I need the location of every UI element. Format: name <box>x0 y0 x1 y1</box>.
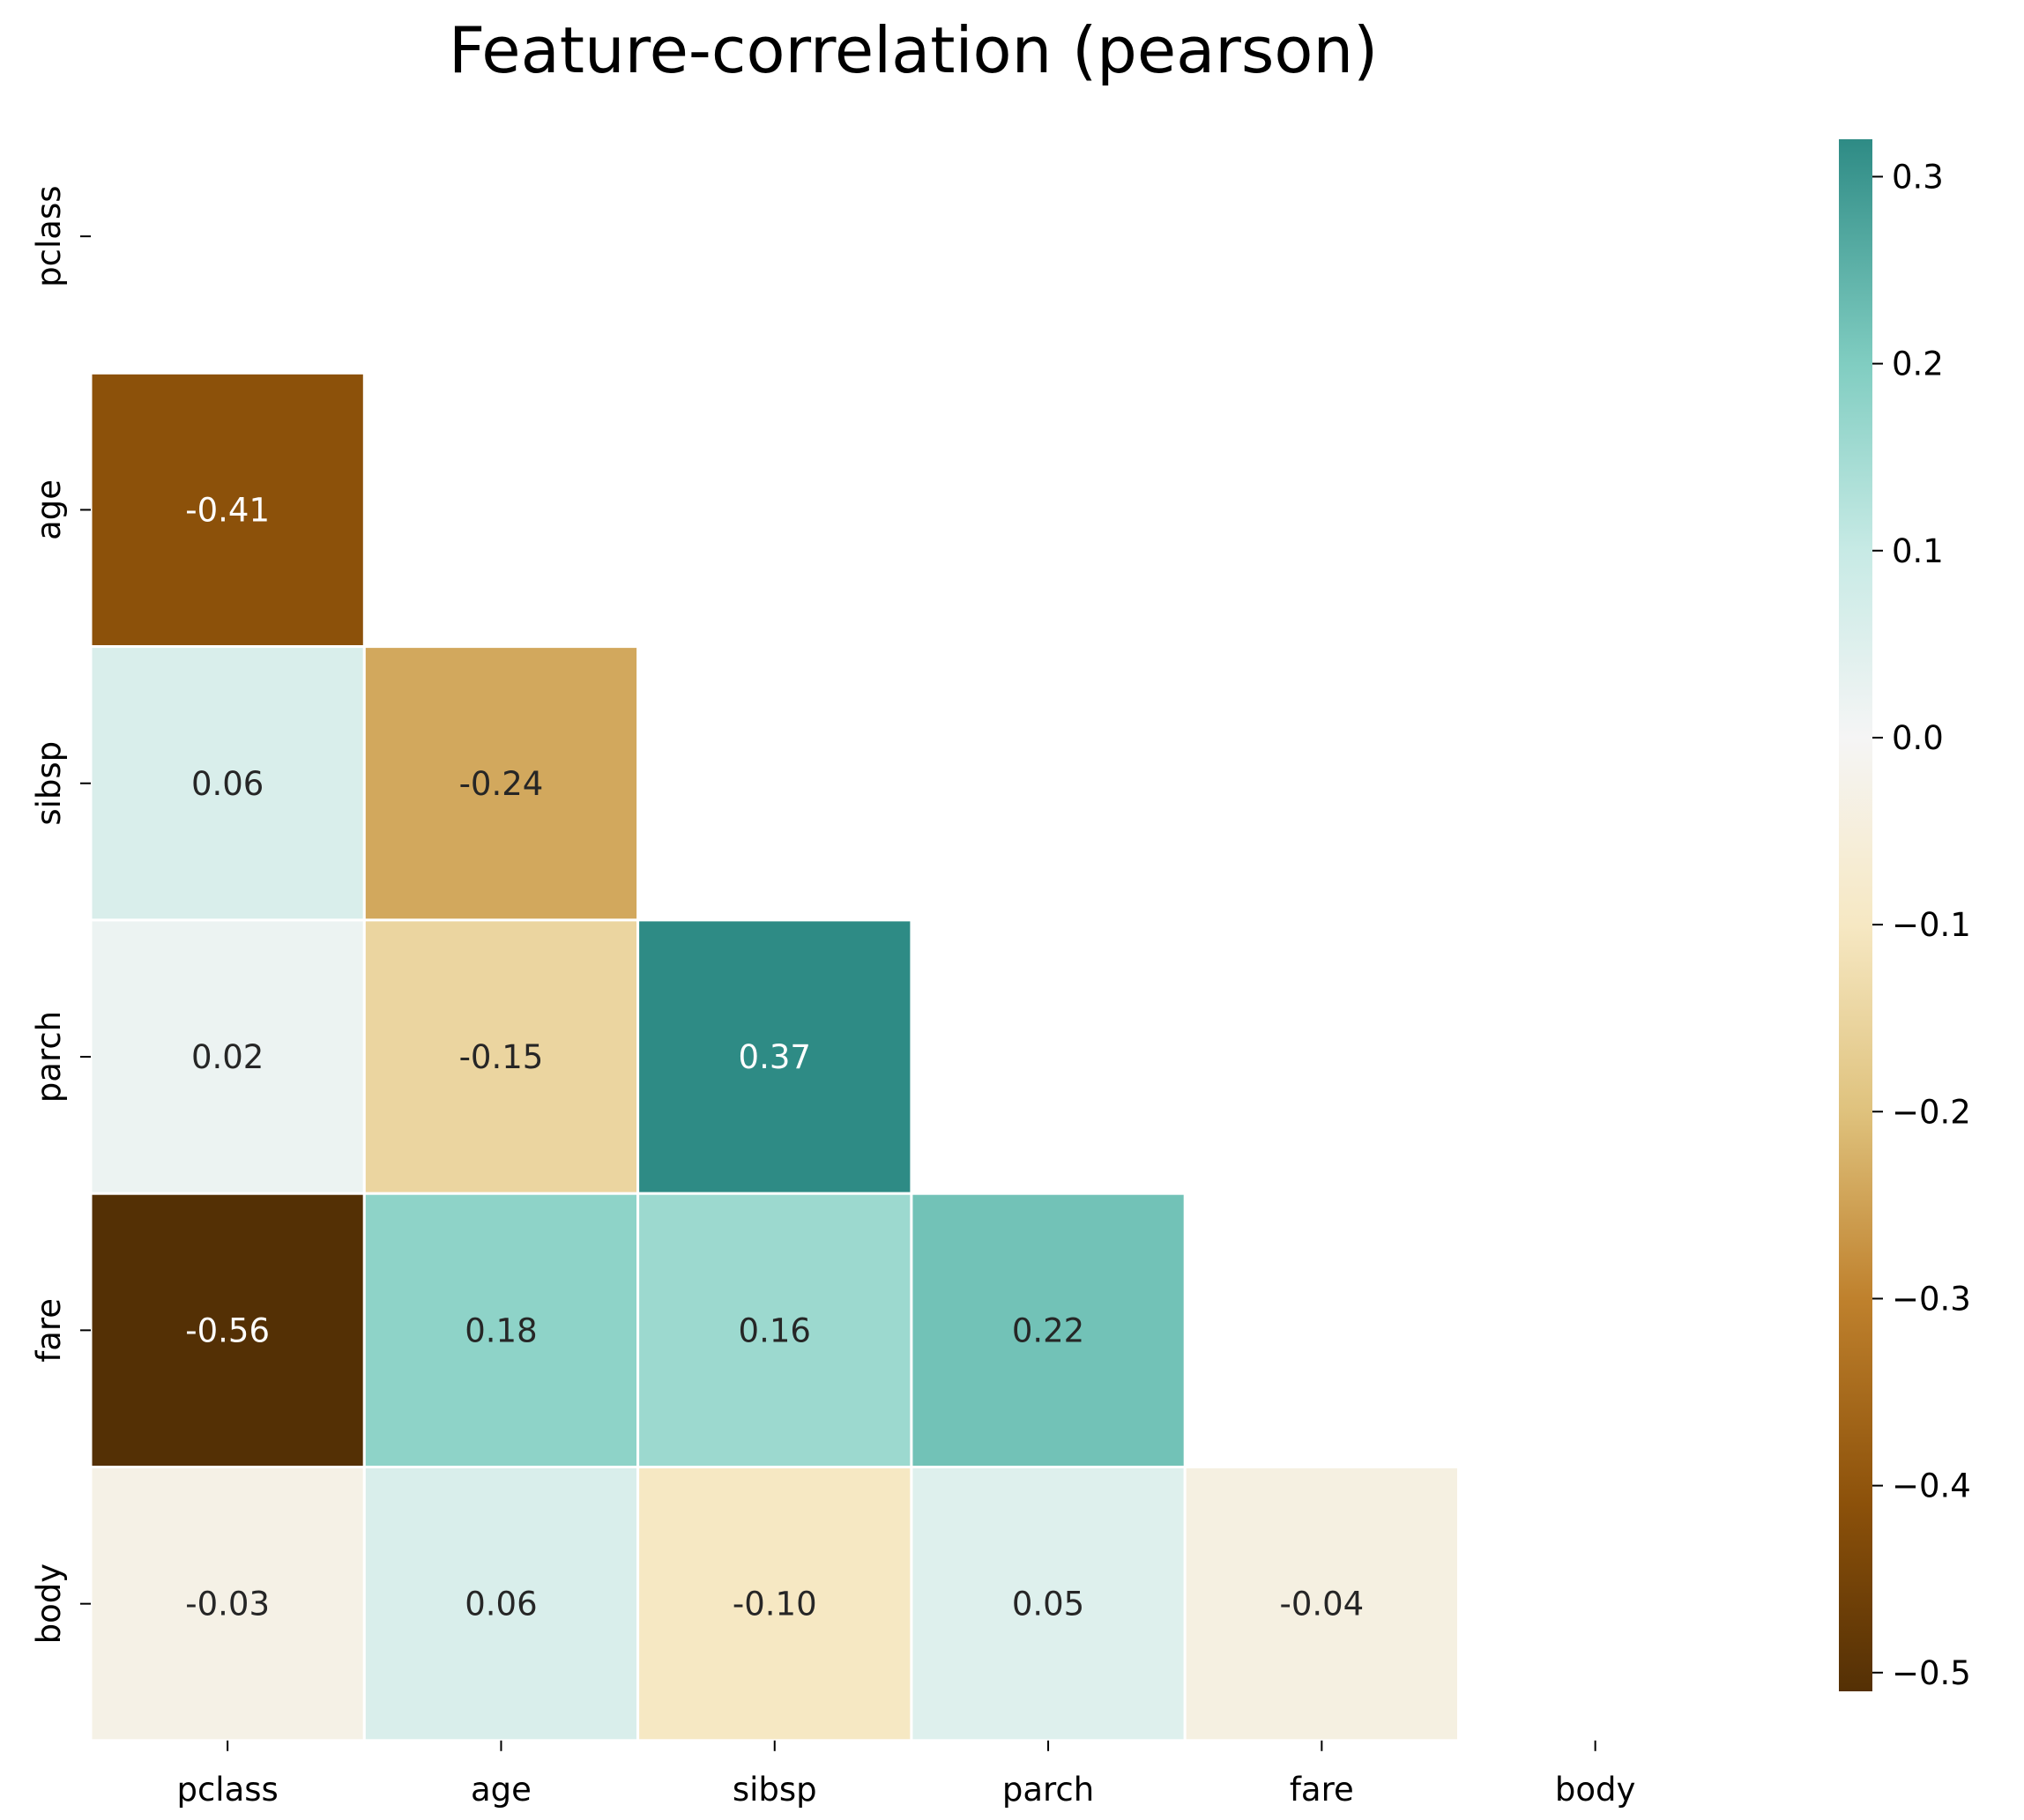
heatmap-cell-age-pclass <box>89 371 366 649</box>
heatmap-cells <box>89 371 1460 1742</box>
cell-value-label: -0.10 <box>733 1586 817 1623</box>
heatmap-cell-parch-pclass <box>89 918 366 1195</box>
x-tick-label-fare: fare <box>1290 1771 1354 1809</box>
heatmap-cell-parch-age <box>362 918 640 1195</box>
colorbar-tick-label: −0.2 <box>1892 1093 1971 1131</box>
cell-value-label: 0.16 <box>739 1311 811 1349</box>
heatmap-cell-parch-sibsp <box>636 918 913 1195</box>
colorbar-tick-label: −0.1 <box>1892 906 1971 944</box>
y-axis: pclass age sibsp parch fare body <box>30 185 91 1644</box>
cell-value-label: 0.22 <box>1012 1311 1084 1349</box>
cell-value-label: 0.06 <box>465 1586 537 1623</box>
x-tick-label-age: age <box>471 1771 532 1809</box>
y-tick-label-body: body <box>30 1564 68 1645</box>
y-tick-label-sibsp: sibsp <box>30 741 68 826</box>
colorbar-tick-label: 0.2 <box>1892 345 1944 383</box>
cell-value-label: 0.06 <box>191 765 264 803</box>
y-tick-label-pclass: pclass <box>30 185 68 286</box>
colorbar-gradient <box>1839 139 1872 1691</box>
x-tick-label-parch: parch <box>1002 1771 1094 1809</box>
x-tick-label-sibsp: sibsp <box>733 1771 817 1809</box>
cell-value-label: 0.37 <box>739 1038 811 1076</box>
cell-value-label: -0.03 <box>185 1586 270 1623</box>
heatmap-annotations: -0.41 0.06 -0.24 0.02 -0.15 0.37 -0.56 0.18 0.16… <box>185 491 1364 1623</box>
cell-value-label: 0.02 <box>191 1038 264 1076</box>
x-tick-label-body: body <box>1555 1771 1636 1809</box>
colorbar: 0.3 0.2 0.1 0.0 −0.1 −0.2 −0.3 −0.4 −0.5 <box>1839 139 1971 1692</box>
heatmap-cell-body-sibsp <box>636 1466 913 1742</box>
cell-value-label: -0.04 <box>1279 1586 1364 1623</box>
colorbar-tick-label: −0.3 <box>1892 1280 1971 1318</box>
heatmap-cell-fare-parch <box>910 1192 1187 1468</box>
cell-value-label: -0.41 <box>185 491 270 529</box>
cell-value-label: 0.05 <box>1012 1586 1084 1623</box>
chart-title: Feature-correlation (pearson) <box>449 13 1378 87</box>
colorbar-tick-label: 0.0 <box>1892 719 1944 757</box>
cell-value-label: -0.15 <box>459 1038 544 1076</box>
y-tick-label-age: age <box>30 479 68 540</box>
cell-value-label: -0.56 <box>185 1311 270 1349</box>
heatmap-cell-sibsp-age <box>362 645 640 922</box>
colorbar-tick-label: −0.5 <box>1892 1654 1971 1692</box>
y-tick-label-fare: fare <box>30 1298 68 1363</box>
colorbar-tick-label: 0.3 <box>1892 158 1944 196</box>
cell-value-label: 0.18 <box>465 1311 537 1349</box>
y-tick-label-parch: parch <box>30 1011 68 1103</box>
cell-value-label: -0.24 <box>459 765 544 803</box>
heatmap-cell-body-age <box>362 1466 640 1742</box>
x-axis: pclass age sibsp parch fare body <box>176 1740 1636 1809</box>
heatmap-cell-fare-age <box>362 1192 640 1468</box>
heatmap-cell-sibsp-pclass <box>89 645 366 922</box>
colorbar-tick-label: −0.4 <box>1892 1467 1971 1505</box>
heatmap-cell-body-fare <box>1183 1466 1460 1742</box>
heatmap-cell-body-parch <box>910 1466 1187 1742</box>
x-tick-label-pclass: pclass <box>176 1771 278 1809</box>
colorbar-tick-label: 0.1 <box>1892 532 1944 570</box>
